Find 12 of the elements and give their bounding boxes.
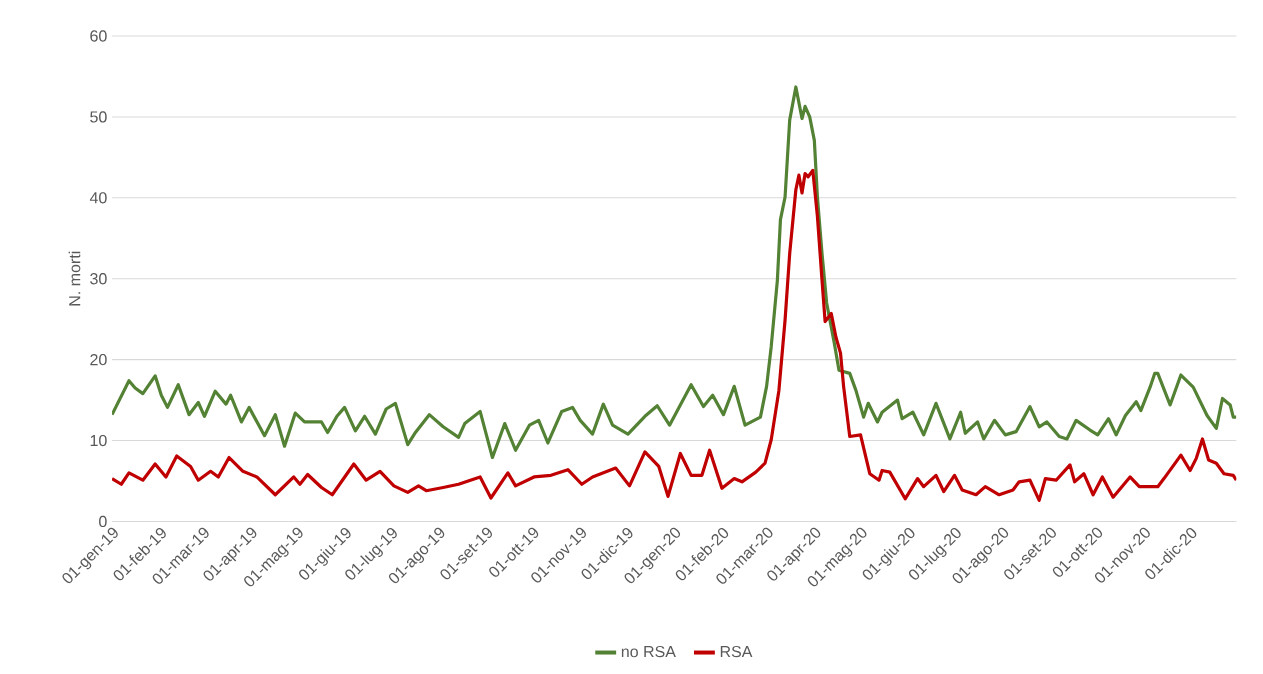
legend-label: RSA — [720, 646, 753, 658]
y-tick-label: 30 — [90, 273, 107, 285]
y-axis-title: N. morti — [68, 252, 81, 306]
y-tick-label: 40 — [89, 192, 107, 204]
line-series — [112, 85, 1237, 460]
y-tick-label: 0 — [99, 516, 107, 528]
y-tick-label: 20 — [90, 354, 107, 366]
y-tick-label: 50 — [90, 111, 107, 123]
line-series — [112, 168, 1237, 503]
y-tick-label: 10 — [90, 435, 107, 447]
legend-label: no RSA — [621, 646, 676, 658]
y-tick-label: 60 — [90, 30, 107, 42]
